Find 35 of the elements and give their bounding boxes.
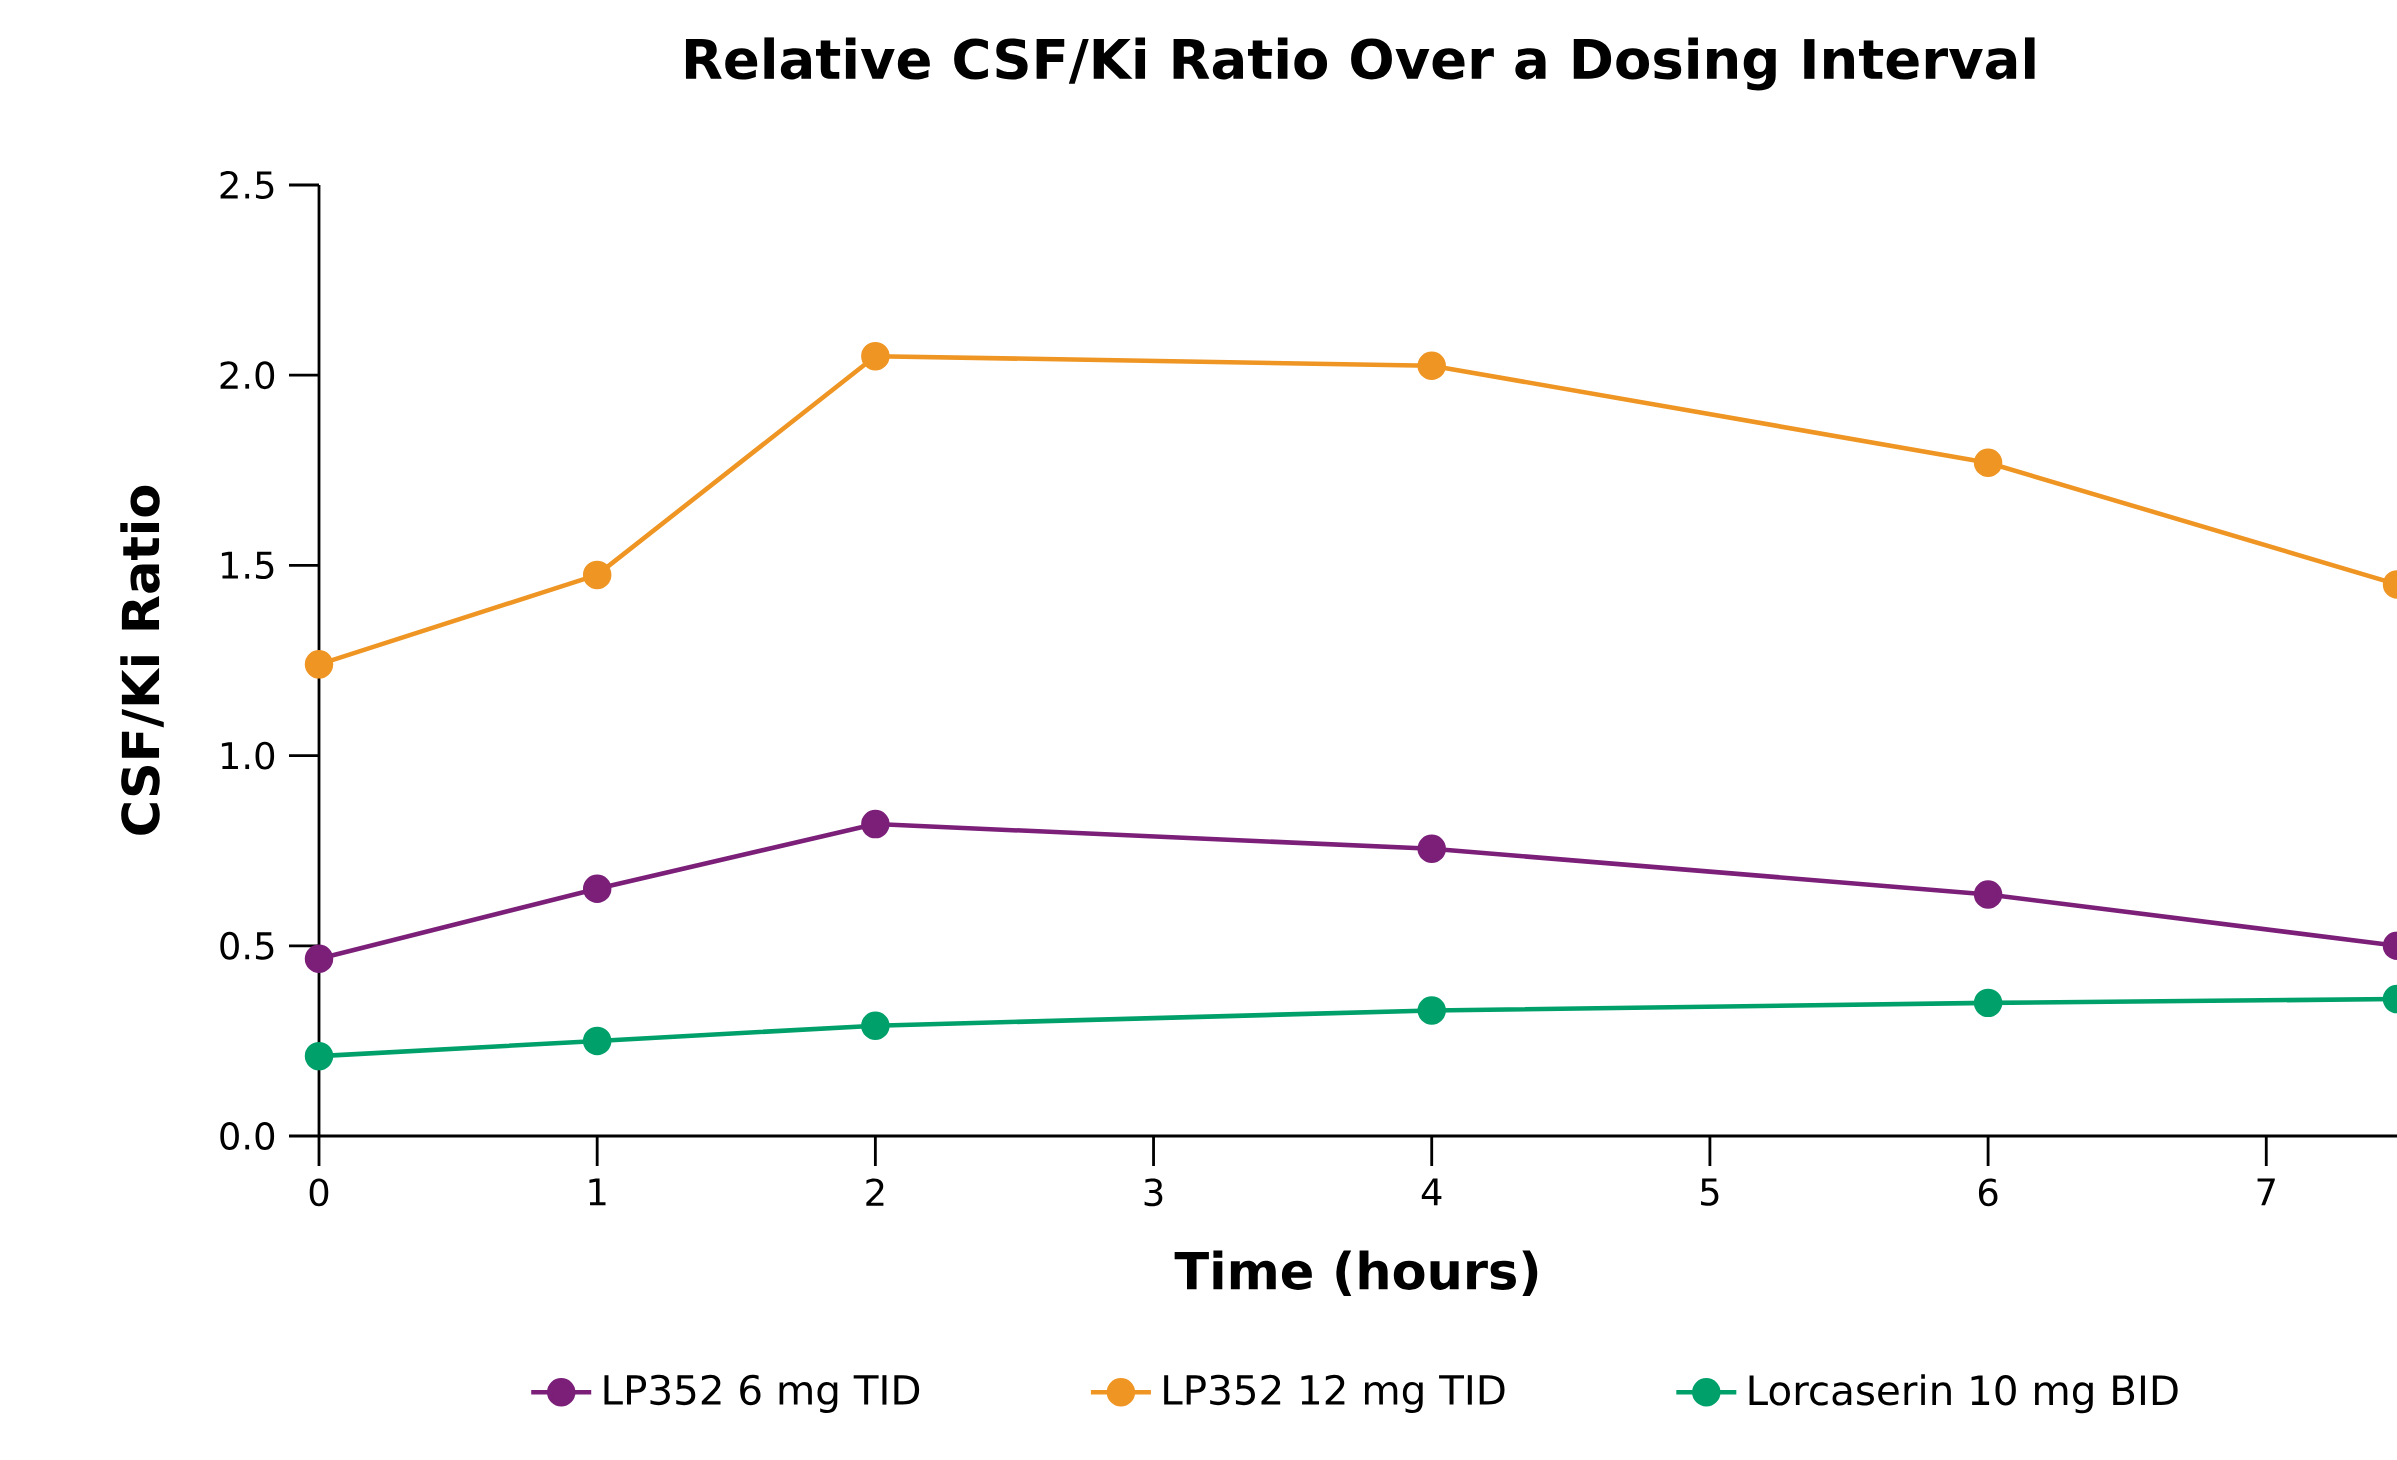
point bbox=[1417, 351, 1446, 380]
x-axis-title: Time (hours) bbox=[1174, 1250, 1538, 1296]
y-tick-label: 0.0 bbox=[220, 1122, 275, 1150]
y-axis-title: CSF/Ki Ratio bbox=[120, 485, 164, 835]
point bbox=[1973, 880, 2003, 909]
point bbox=[1417, 834, 1446, 864]
point bbox=[861, 809, 890, 839]
legend-label: Lorcaserin 10 mg BID bbox=[1749, 1374, 2178, 1414]
point bbox=[304, 1041, 334, 1071]
x-tick-label: 1 bbox=[589, 1178, 606, 1206]
legend-label: LP352 6 mg TID bbox=[604, 1374, 920, 1413]
y-tick-label: 1.0 bbox=[221, 741, 275, 770]
point bbox=[304, 944, 334, 973]
y-tick-label: 1.5 bbox=[221, 551, 274, 580]
chart-title: Relative CSF/Ki Ratio Over a Dosing Interval bbox=[685, 37, 2035, 91]
point bbox=[1973, 448, 2003, 477]
x-tick-label: 7 bbox=[2257, 1178, 2275, 1206]
x-tick-label: 6 bbox=[1978, 1178, 1998, 1207]
x-tick-label: 5 bbox=[1701, 1178, 1719, 1206]
point bbox=[304, 650, 334, 679]
legend-label: LP352 12 mg TID bbox=[1164, 1374, 1505, 1413]
y-tick-label: 0.5 bbox=[220, 931, 274, 960]
point bbox=[582, 1026, 612, 1056]
point bbox=[861, 1011, 890, 1040]
y-tick-label: 2.0 bbox=[220, 361, 275, 390]
x-tick-label: 0 bbox=[309, 1178, 329, 1207]
point bbox=[861, 341, 890, 371]
point bbox=[1973, 988, 2003, 1018]
point bbox=[1417, 996, 1446, 1025]
point bbox=[582, 560, 612, 590]
x-tick-label: 3 bbox=[1144, 1178, 1163, 1207]
y-tick-label: 2.5 bbox=[220, 171, 274, 199]
x-tick-label: 2 bbox=[866, 1178, 884, 1206]
x-tick-label: 4 bbox=[1421, 1178, 1442, 1206]
point bbox=[582, 874, 612, 903]
